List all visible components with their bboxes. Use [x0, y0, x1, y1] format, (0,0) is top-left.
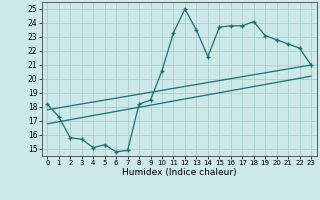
X-axis label: Humidex (Indice chaleur): Humidex (Indice chaleur): [122, 168, 236, 177]
